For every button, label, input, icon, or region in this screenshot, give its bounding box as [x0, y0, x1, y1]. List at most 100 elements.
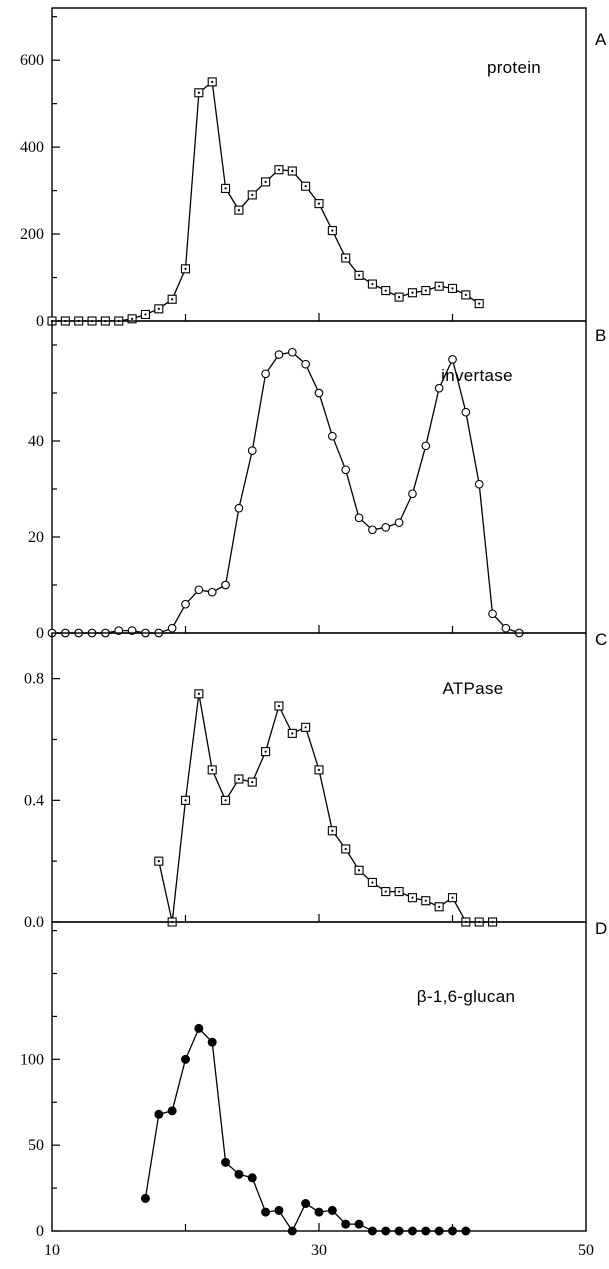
protein-panel-letter: A [595, 30, 607, 49]
invertase-point-12 [208, 588, 216, 596]
atpase-point-10 [288, 729, 296, 737]
protein-point-16 [262, 178, 270, 186]
protein-series-line [52, 82, 479, 321]
glucan-point-17 [368, 1227, 376, 1235]
glucan-point-15 [342, 1220, 350, 1228]
atpase-point-5 [222, 796, 230, 804]
atpase-ytick-label-0: 0.0 [24, 914, 44, 931]
invertase-point-19 [302, 360, 310, 368]
invertase-point-15 [248, 447, 256, 455]
protein-point-26 [395, 293, 403, 301]
invertase-point-23 [355, 514, 363, 522]
glucan-panel-title: β-1,6-glucan [417, 987, 515, 1006]
protein-point-32 [475, 300, 483, 308]
atpase-series-line [159, 694, 493, 922]
invertase-point-31 [462, 408, 470, 416]
atpase-point-21 [435, 903, 443, 911]
atpase-point-20 [422, 897, 430, 905]
invertase-point-10 [182, 600, 190, 608]
atpase-point-13 [328, 827, 336, 835]
invertase-point-11 [195, 586, 203, 594]
glucan-point-8 [248, 1174, 256, 1182]
invertase-panel-title: invertase [441, 366, 513, 385]
protein-panel: 0 200 400 600 protein A [20, 8, 607, 330]
protein-point-7 [141, 310, 149, 318]
protein-point-19 [302, 182, 310, 190]
invertase-point-32 [475, 480, 483, 488]
atpase-point-7 [248, 778, 256, 786]
atpase-ytick-label-2: 0.8 [24, 671, 44, 688]
protein-point-23 [355, 271, 363, 279]
atpase-point-16 [368, 878, 376, 886]
invertase-ytick-label-0: 0 [36, 625, 44, 642]
atpase-point-19 [408, 894, 416, 902]
atpase-point-4 [208, 766, 216, 774]
glucan-panel: 050100β-1,6-glucanD [20, 919, 607, 1240]
invertase-point-16 [262, 370, 270, 378]
glucan-point-24 [462, 1227, 470, 1235]
invertase-point-26 [395, 519, 403, 527]
glucan-point-18 [382, 1227, 390, 1235]
invertase-point-9 [168, 624, 176, 632]
atpase-point-6 [235, 775, 243, 783]
invertase-point-14 [235, 504, 243, 512]
protein-point-8 [155, 305, 163, 313]
atpase-point-22 [449, 894, 457, 902]
glucan-point-12 [302, 1200, 310, 1208]
atpase-panel-title: ATPase [442, 679, 503, 698]
atpase-panel-letter: C [595, 630, 607, 649]
invertase-panel: 0 20 40 invertase B [28, 321, 606, 642]
glucan-point-11 [288, 1227, 296, 1235]
atpase-plot-frame [52, 633, 586, 922]
glucan-point-2 [168, 1107, 176, 1115]
invertase-point-27 [409, 490, 417, 498]
x-axis: 10 30 50 [44, 1242, 594, 1259]
glucan-point-16 [355, 1220, 363, 1228]
protein-point-22 [342, 254, 350, 262]
protein-point-12 [208, 78, 216, 86]
glucan-ytick-label-2: 100 [20, 1051, 44, 1068]
x-tick-label-0: 10 [44, 1242, 60, 1259]
atpase-ytick-label-1: 0.4 [24, 792, 44, 809]
glucan-panel-letter: D [595, 919, 607, 938]
atpase-point-0 [155, 857, 163, 865]
protein-point-27 [408, 289, 416, 297]
invertase-point-13 [222, 581, 230, 589]
protein-point-31 [462, 291, 470, 299]
invertase-point-18 [289, 348, 297, 356]
atpase-panel: 0.0 0.4 0.8 ATPase C [24, 630, 607, 931]
glucan-point-23 [449, 1227, 457, 1235]
protein-ytick-label-2: 400 [20, 139, 44, 156]
protein-point-29 [435, 282, 443, 290]
glucan-point-0 [141, 1194, 149, 1202]
protein-point-18 [288, 167, 296, 175]
invertase-point-24 [369, 526, 377, 534]
atpase-point-11 [302, 723, 310, 731]
glucan-ytick-label-1: 50 [28, 1137, 44, 1154]
protein-ytick-label-0: 0 [36, 313, 44, 330]
protein-point-14 [235, 206, 243, 214]
invertase-point-21 [329, 432, 337, 440]
invertase-point-25 [382, 524, 390, 532]
glucan-point-10 [275, 1206, 283, 1214]
glucan-point-4 [195, 1024, 203, 1032]
protein-point-25 [382, 287, 390, 295]
protein-point-28 [422, 287, 430, 295]
atpase-point-18 [395, 888, 403, 896]
protein-ytick-label-3: 600 [20, 52, 44, 69]
invertase-point-30 [449, 356, 457, 364]
glucan-point-13 [315, 1208, 323, 1216]
invertase-panel-letter: B [595, 326, 606, 345]
glucan-point-5 [208, 1038, 216, 1046]
glucan-point-19 [395, 1227, 403, 1235]
invertase-point-28 [422, 442, 430, 450]
protein-ytick-label-1: 200 [20, 226, 44, 243]
protein-panel-title: protein [487, 58, 541, 77]
glucan-point-9 [262, 1208, 270, 1216]
invertase-point-20 [315, 389, 323, 397]
x-tick-label-2: 50 [578, 1242, 594, 1259]
invertase-ytick-label-2: 40 [28, 433, 44, 450]
protein-point-11 [195, 89, 203, 97]
glucan-point-22 [435, 1227, 443, 1235]
